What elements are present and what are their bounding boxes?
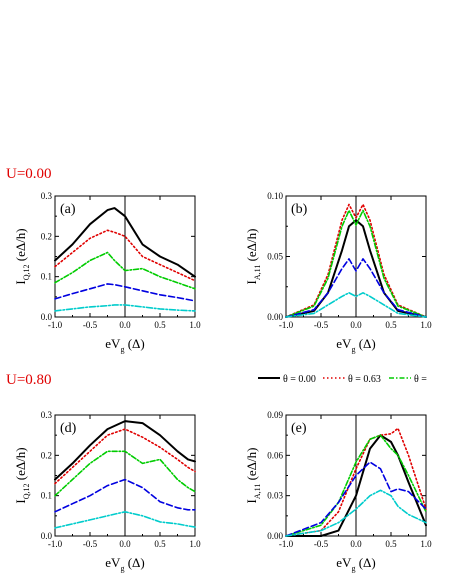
panel-label-b: (b): [291, 202, 308, 217]
y-tick-label: 0.2: [41, 450, 52, 460]
series-line-e-3: [285, 434, 427, 537]
series-line-a-2: [54, 229, 196, 282]
y-tick-label: 0.09: [267, 410, 283, 420]
x-tick-label: 0.0: [119, 539, 131, 549]
x-tick-label: 1.0: [420, 539, 432, 549]
x-tick-label: 0.5: [385, 539, 397, 549]
series-line-a-3: [54, 251, 196, 290]
y-tick-label: 0.06: [267, 450, 283, 460]
series-line-e-4: [285, 461, 427, 537]
x-tick-label: 0.5: [154, 539, 166, 549]
series-line-d-1: [54, 420, 196, 481]
y-tick-label: 0.0: [41, 531, 53, 541]
panel-e: -1.0 -0.5 0.0 0.5 1.0 0.00 0.03 0.06 0.09 (e) eVg …: [244, 410, 432, 573]
y-tick-label: 0.05: [267, 252, 283, 262]
series-line-d-4: [54, 478, 196, 513]
y-tick-label: 0.1: [41, 272, 52, 282]
x-axis-title-a: eVg (Δ): [105, 336, 144, 354]
x-tick-label: -1.0: [48, 320, 63, 330]
panel-label-e: (e): [291, 421, 307, 436]
series-line-e-1: [285, 434, 427, 537]
x-tick-label: -1.0: [279, 320, 294, 330]
y-axis-title-e: IA,11 (eΔ/h): [244, 448, 262, 504]
legend-label-2: θ = 0.63: [348, 374, 381, 385]
panel-label-d: (d): [60, 421, 77, 436]
y-tick-label: 0.00: [267, 531, 283, 541]
u-label-bottom: U=0.80: [6, 372, 52, 388]
x-tick-label: -0.5: [314, 320, 329, 330]
y-tick-label: 0.03: [267, 491, 283, 501]
x-tick-label: -0.5: [83, 539, 98, 549]
u-label-top: U=0.00: [6, 166, 52, 182]
y-tick-label: 0.00: [267, 312, 283, 322]
x-tick-label: 0.0: [350, 320, 362, 330]
x-tick-label: 0.0: [119, 320, 131, 330]
series-line-d-5: [54, 511, 196, 529]
x-tick-label: -1.0: [48, 539, 63, 549]
series-line-b-4: [285, 258, 427, 318]
x-tick-label: -0.5: [83, 320, 98, 330]
legend: θ = 0.00 θ = 0.63 θ =: [258, 374, 427, 385]
x-tick-label: 0.5: [154, 320, 166, 330]
legend-label-3: θ =: [414, 374, 427, 385]
legend-label-1: θ = 0.00: [283, 374, 316, 385]
series-line-d-2: [54, 428, 196, 485]
x-axis-title-d: eVg (Δ): [105, 555, 144, 573]
x-tick-label: -1.0: [279, 539, 294, 549]
x-tick-label: 0.0: [350, 539, 362, 549]
x-tick-label: 1.0: [420, 320, 432, 330]
series-line-d-3: [54, 450, 196, 497]
x-tick-label: 0.5: [385, 320, 397, 330]
y-axis-title-a: IQ,12 (eΔ/h): [13, 228, 31, 284]
x-tick-label: 1.0: [189, 320, 201, 330]
series-line-a-1: [54, 207, 196, 278]
panel-b: -1.0 -0.5 0.0 0.5 1.0 0.00 0.05 0.10 (b) eVg (Δ) I…: [244, 191, 432, 354]
x-axis-title-e: eVg (Δ): [336, 555, 375, 573]
y-axis-title-d: IQ,12 (eΔ/h): [13, 447, 31, 503]
series-line-a-4: [54, 283, 196, 302]
x-tick-label: 1.0: [189, 539, 201, 549]
y-tick-label: 0.3: [41, 410, 53, 420]
y-tick-label: 0.3: [41, 191, 53, 201]
panel-label-a: (a): [60, 202, 76, 217]
series-line-a-5: [54, 304, 196, 312]
panel-d: -1.0 -0.5 0.0 0.5 1.0 0.0 0.1 0.2 0.3 (d) eVg (Δ) I…: [13, 410, 201, 573]
series-line-b-3: [285, 209, 427, 318]
series-line-b-5: [285, 292, 427, 318]
y-tick-label: 0.1: [41, 491, 52, 501]
series-line-e-5: [285, 489, 427, 537]
panel-a: -1.0 -0.5 0.0 0.5 1.0 0.0 0.1 0.2 0.3 (a) eVg (Δ) I…: [13, 191, 201, 354]
y-tick-label: 0.2: [41, 231, 52, 241]
y-axis-title-b: IA,11 (eΔ/h): [244, 229, 262, 285]
y-tick-label: 0.10: [267, 191, 283, 201]
x-axis-title-b: eVg (Δ): [336, 336, 375, 354]
x-tick-label: -0.5: [314, 539, 329, 549]
y-tick-label: 0.0: [41, 312, 53, 322]
series-line-b-2: [285, 203, 427, 318]
